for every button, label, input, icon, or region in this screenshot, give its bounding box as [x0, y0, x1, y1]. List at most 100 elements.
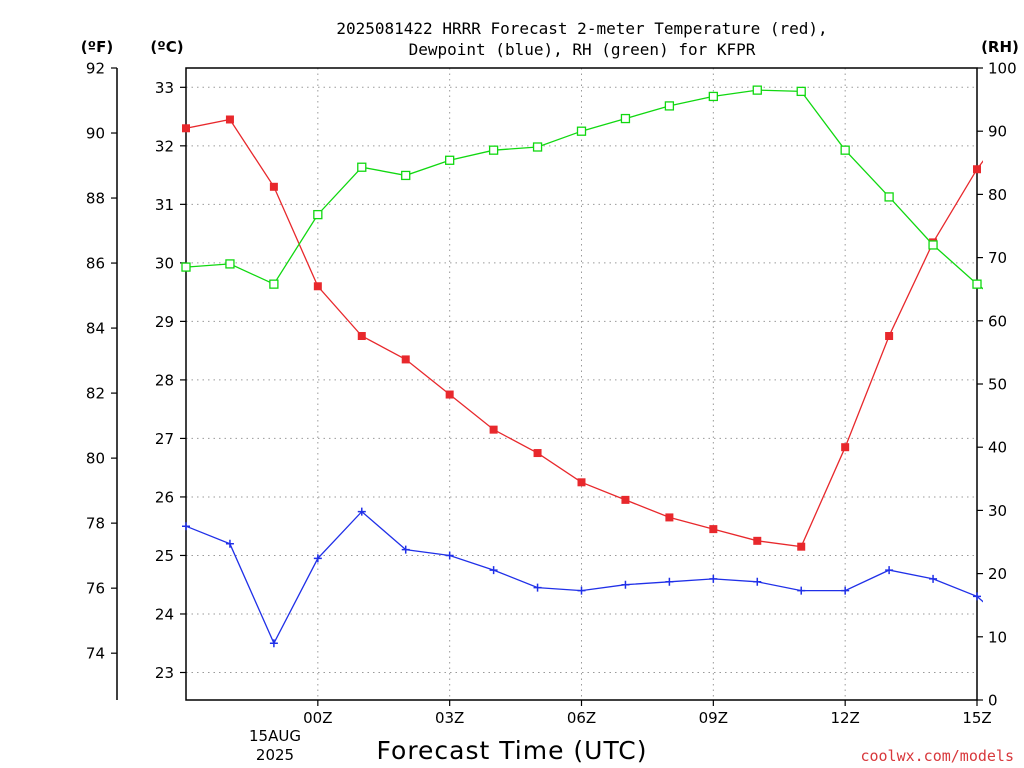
rh-marker	[620, 113, 631, 124]
rh-marker	[401, 170, 411, 181]
celsius-axis-label: (ºC)	[150, 38, 183, 56]
x-tick-label: 06Z	[567, 709, 596, 727]
rh-marker	[752, 85, 762, 95]
dewpoint-marker	[841, 586, 850, 595]
celsius-tick-label: 27	[155, 430, 174, 448]
dewpoint-marker	[401, 545, 410, 554]
celsius-tick-label: 28	[155, 371, 174, 389]
fahrenheit-tick-label: 84	[86, 320, 105, 338]
rh-marker	[796, 86, 806, 97]
temperature-marker	[445, 390, 454, 399]
dewpoint-marker	[797, 586, 806, 595]
rh-tick-label: 60	[988, 312, 1007, 330]
axes: 74 76 78 80 82 84 86 88 90 92 23 24 25 26 27 28 29 30 31 32…	[86, 60, 1017, 728]
x-axis-label: Forecast Time (UTC)	[377, 736, 648, 765]
temperature-marker	[797, 542, 806, 551]
celsius-tick-label: 32	[155, 137, 174, 155]
fahrenheit-tick-label: 92	[86, 60, 105, 78]
x-tick-label: 03Z	[435, 709, 464, 727]
temperature-marker	[225, 115, 234, 124]
temperature-marker	[401, 355, 410, 364]
dewpoint-marker	[269, 639, 278, 648]
chart-title-line1: 2025081422 HRRR Forecast 2-meter Tempera…	[336, 19, 827, 38]
fahrenheit-tick-label: 82	[86, 385, 105, 403]
fahrenheit-tick-label: 88	[86, 190, 105, 208]
fahrenheit-tick-label: 86	[86, 255, 105, 273]
grid	[185, 68, 978, 700]
temperature-marker	[313, 282, 322, 291]
temperature-marker	[1017, 107, 1024, 115]
rh-marker	[445, 155, 455, 165]
x-tick-label: 09Z	[699, 709, 728, 727]
rh-marker	[313, 209, 323, 220]
dewpoint-marker	[357, 507, 366, 516]
temperature-marker	[841, 443, 850, 452]
rh-marker	[357, 162, 367, 172]
dewpoint-marker	[929, 574, 938, 583]
rh-marker	[1017, 314, 1024, 322]
series	[181, 85, 1024, 648]
credit-text: coolwx.com/models	[860, 747, 1014, 765]
temperature-marker	[621, 495, 630, 504]
temperature-marker	[709, 525, 718, 534]
temperature-line	[185, 118, 983, 548]
temperature-marker	[753, 536, 762, 545]
x-date-label-day: 15AUG	[249, 727, 301, 745]
dewpoint-marker	[445, 551, 454, 560]
rh-marker	[269, 279, 279, 289]
x-tick-label: 12Z	[830, 709, 859, 727]
rh-marker	[972, 279, 982, 289]
rh-tick-label: 90	[988, 123, 1007, 141]
celsius-tick-label: 23	[155, 664, 174, 682]
temperature-marker	[577, 478, 586, 487]
x-tick-label: 00Z	[303, 709, 332, 727]
rh-tick-label: 20	[988, 565, 1007, 583]
celsius-tick-label: 29	[155, 313, 174, 331]
celsius-tick-label: 30	[155, 254, 174, 272]
rh-tick-label: 30	[988, 502, 1007, 520]
dewpoint-marker	[533, 583, 542, 592]
dewpoint-marker	[313, 554, 322, 563]
rh-marker	[532, 142, 543, 152]
fahrenheit-tick-label: 80	[86, 450, 105, 468]
dewpoint-marker	[182, 522, 190, 531]
rh-line	[185, 89, 983, 290]
rh-marker	[181, 262, 191, 272]
celsius-tick-label: 33	[155, 79, 174, 97]
dewpoint-marker	[621, 580, 630, 589]
rh-marker	[840, 145, 850, 155]
temperature-marker	[489, 425, 498, 434]
rh-tick-label: 100	[988, 60, 1017, 78]
temperature-marker	[357, 332, 366, 341]
rh-tick-label: 70	[988, 249, 1007, 267]
fahrenheit-axis-label: (ºF)	[81, 38, 113, 56]
temperature-marker	[182, 124, 190, 133]
fahrenheit-tick-label: 90	[86, 125, 105, 143]
x-date-label-year: 2025	[256, 746, 294, 764]
rh-marker	[928, 240, 938, 250]
rh-axis-label: (RH)	[981, 38, 1019, 56]
rh-tick-label: 10	[988, 628, 1007, 646]
dewpoint-marker	[885, 566, 894, 575]
fahrenheit-tick-label: 78	[86, 515, 105, 533]
rh-marker	[884, 192, 894, 202]
rh-tick-label: 0	[988, 692, 998, 710]
temperature-marker	[665, 513, 674, 522]
temperature-marker	[269, 182, 278, 191]
rh-tick-label: 40	[988, 439, 1007, 457]
rh-tick-label: 80	[988, 186, 1007, 204]
dewpoint-line	[185, 510, 983, 645]
celsius-tick-label: 31	[155, 196, 174, 214]
fahrenheit-tick-label: 74	[86, 645, 105, 663]
x-tick-label: 15Z	[962, 709, 991, 727]
temperature-marker	[885, 332, 894, 341]
dewpoint-marker	[753, 577, 762, 586]
celsius-tick-label: 26	[155, 488, 174, 506]
celsius-tick-label: 24	[155, 605, 174, 623]
temperature-marker	[533, 449, 542, 458]
dewpoint-marker	[577, 586, 586, 595]
rh-marker	[664, 101, 675, 111]
temperature-marker	[973, 165, 981, 174]
dewpoint-marker	[973, 592, 981, 601]
